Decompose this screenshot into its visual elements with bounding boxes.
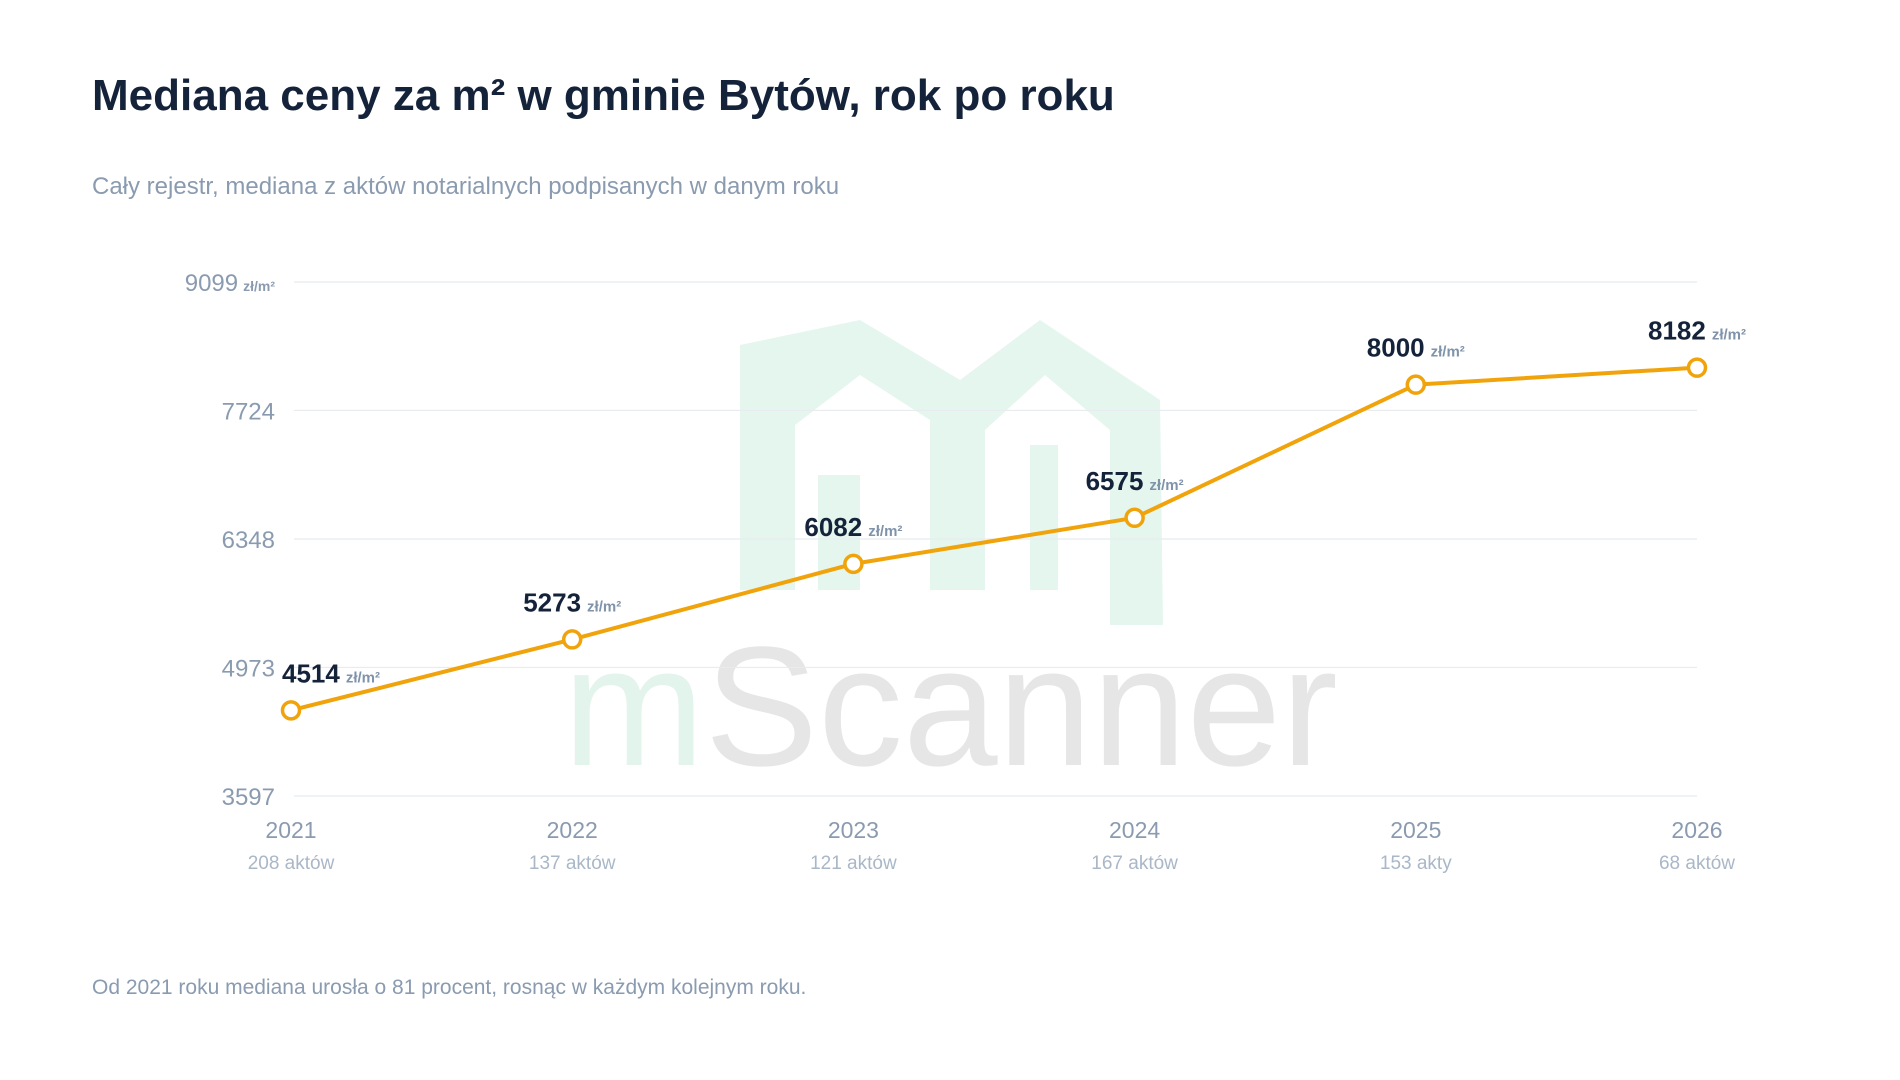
- y-tick-unit: zł/m²: [243, 278, 275, 294]
- y-tick-label: 6348: [222, 527, 275, 554]
- y-tick-value: 4973: [222, 655, 275, 682]
- x-tick-sublabel: 167 aktów: [1091, 853, 1178, 874]
- data-label-value: 5273: [523, 587, 581, 617]
- point: [1686, 357, 1708, 378]
- y-tick-value: 7724: [222, 398, 275, 425]
- data-label-unit: zł/m²: [1712, 327, 1746, 344]
- x-tick-sublabel: 208 aktów: [248, 853, 335, 874]
- x-tick-label: 2025: [1390, 817, 1441, 843]
- data-label-unit: zł/m²: [1431, 344, 1465, 361]
- data-label: 6575 zł/m²: [1086, 466, 1184, 496]
- y-tick-label: 3597: [222, 784, 275, 811]
- y-tick-label: 4973: [222, 655, 275, 682]
- chart-subtitle: Cały rejestr, mediana z aktów notarialny…: [92, 173, 839, 200]
- point: [843, 553, 864, 575]
- data-label: 8182 zł/m²: [1648, 316, 1746, 346]
- watermark-prefix: m: [563, 612, 705, 802]
- point: [280, 700, 302, 721]
- y-tick-label: 9099 zł/m²: [185, 270, 276, 297]
- chart-title: Mediana ceny za m² w gminie Bytów, rok p…: [92, 71, 1115, 120]
- watermark: mScanner: [563, 612, 1338, 802]
- y-tick-label: 7724: [222, 398, 275, 425]
- point: [1405, 374, 1427, 395]
- x-tick-label: 2024: [1109, 817, 1160, 843]
- data-label: 4514 zł/m²: [282, 658, 380, 688]
- footnote: Od 2021 roku mediana urosła o 81 procent…: [92, 976, 806, 999]
- watermark-name: Scanner: [705, 612, 1338, 802]
- line: [290, 365, 1698, 713]
- point: [1124, 507, 1145, 529]
- x-tick-sublabel: 137 aktów: [529, 853, 616, 874]
- data-label-value: 6575: [1086, 466, 1144, 496]
- x-tick-label: 2023: [828, 817, 879, 843]
- x-tick-label: 2022: [547, 817, 598, 843]
- x-tick-sublabel: 68 aktów: [1659, 853, 1735, 874]
- plot: 3597 4973 6348 7724 9099 zł/m² 2021 208 aktów 20…: [185, 270, 1746, 874]
- x-tick-label: 2026: [1671, 817, 1722, 843]
- data-label-value: 6082: [804, 512, 862, 542]
- data-label: 5273 zł/m²: [523, 587, 621, 617]
- y-tick-value: 3597: [222, 784, 275, 811]
- y-tick-value: 9099: [185, 270, 238, 297]
- data-label-value: 8000: [1367, 333, 1425, 363]
- y-tick-value: 6348: [222, 527, 275, 554]
- data-label-unit: zł/m²: [346, 669, 380, 686]
- data-label-value: 8182: [1648, 316, 1706, 346]
- data-label-value: 4514: [282, 658, 340, 688]
- data-label-unit: zł/m²: [868, 523, 902, 540]
- data-label: 6082 zł/m²: [804, 512, 902, 542]
- data-label: 8000 zł/m²: [1367, 333, 1465, 363]
- point: [561, 629, 583, 650]
- x-tick-label: 2021: [265, 817, 316, 843]
- data-label-unit: zł/m²: [1149, 477, 1183, 494]
- x-tick-sublabel: 153 akty: [1380, 853, 1452, 874]
- data-label-unit: zł/m²: [587, 598, 621, 615]
- x-tick-sublabel: 121 aktów: [810, 853, 897, 874]
